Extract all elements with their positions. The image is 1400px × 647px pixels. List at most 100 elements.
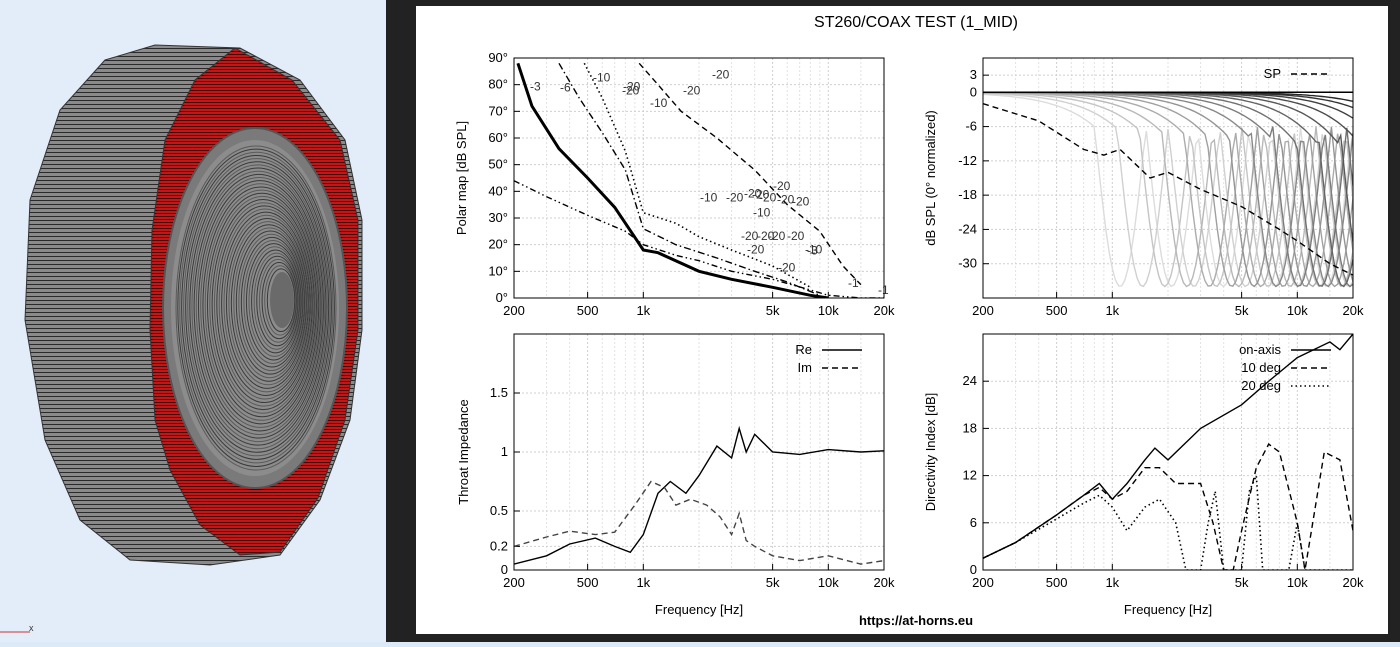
- horn-ring: [213, 202, 314, 407]
- plot-frame: [982, 333, 1354, 571]
- x-tick-label: 10k: [818, 575, 839, 590]
- series-line-Re: [514, 425, 884, 565]
- x-tick-label: 1k: [1105, 575, 1119, 590]
- contour-label: -20: [773, 179, 791, 193]
- horn-ring: [245, 243, 302, 361]
- y-tick-label: 50°: [488, 157, 508, 172]
- horn-throat-rings: [175, 145, 337, 471]
- y-tick-label: 1: [501, 444, 508, 459]
- contour-label: -1: [848, 276, 859, 290]
- horn-ring: [206, 192, 317, 418]
- y-tick-label: 0°: [496, 290, 508, 305]
- y-tick-label: 20°: [488, 237, 508, 252]
- horn-ring: [238, 233, 305, 372]
- x-tick-label: 20k: [1343, 575, 1364, 590]
- series-line-Im: [514, 480, 884, 565]
- contour-label: -6: [560, 81, 571, 95]
- y-tick-label: -18: [958, 187, 977, 202]
- contour-label: -1: [878, 283, 889, 297]
- y-tick-label: -30: [958, 256, 977, 271]
- horn-ring: [200, 183, 321, 428]
- y-tick-label: 24: [963, 373, 977, 388]
- y-tick-label: 0.5: [490, 503, 508, 518]
- horn-ring: [230, 224, 307, 382]
- contour-label: -20: [777, 192, 795, 206]
- horn-ring: [195, 177, 323, 435]
- horn-ring: [240, 236, 304, 368]
- y-tick-label: -24: [958, 221, 977, 236]
- x-tick-label: 20k: [874, 303, 895, 318]
- horn-ring: [209, 195, 316, 414]
- x-tick-label: 200: [503, 575, 525, 590]
- polar-response-curve: [983, 92, 1353, 288]
- y-axis-label: Polar map [dB SPL]: [454, 121, 469, 235]
- 3d-viewport[interactable]: x: [0, 0, 386, 642]
- x-tick-label: 1k: [1105, 303, 1119, 318]
- contour-label: -20: [744, 186, 762, 200]
- x-tick-label: 20k: [1343, 303, 1364, 318]
- contour-label: -20: [787, 229, 805, 243]
- normalized-spl-chart: 200 500 1k 5k 10k 20k 3 0 -6 -12 -18 -24 -30 dB SPL (…: [923, 57, 1364, 318]
- horn-ring: [185, 161, 330, 453]
- x-tick-label: 10k: [1287, 303, 1308, 318]
- contour-label: -20: [757, 229, 775, 243]
- x-tick-label: 200: [972, 575, 994, 590]
- polar-response-curve: [983, 92, 1353, 288]
- contour-label: -20: [726, 190, 744, 204]
- y-tick-label: 6: [970, 515, 977, 530]
- contour-label: -20: [752, 187, 770, 201]
- y-tick-label: 30°: [488, 210, 508, 225]
- horn-ring: [233, 227, 306, 379]
- contour-label: -10: [805, 242, 823, 256]
- horn-ring: [191, 170, 326, 443]
- polar-map-chart: 200 500 1k 5k 10k 20k 0° 10° 20° 30° 40° 50° 60° 70° 8…: [454, 50, 895, 318]
- plot-frame: [982, 57, 1354, 299]
- x-tick-label: 5k: [1235, 303, 1249, 318]
- chart-title: ST260/COAX TEST (1_MID): [814, 14, 1018, 31]
- splitter[interactable]: [386, 0, 416, 642]
- y-tick-label: 70°: [488, 103, 508, 118]
- throat-impedance-chart: 200 500 1k 5k 10k 20k 0 0.2 0.5 1 1.5 Throat Impeda…: [456, 333, 895, 617]
- horn-ring: [248, 246, 301, 357]
- horn-ring: [189, 167, 327, 446]
- axis-x-label: x: [29, 623, 34, 633]
- horn-ring: [177, 148, 335, 467]
- x-tick-label: 200: [503, 303, 525, 318]
- horn-ring: [221, 211, 311, 396]
- horn-ring: [202, 186, 320, 425]
- plot-frame: [513, 57, 885, 299]
- horn-ring: [193, 173, 324, 439]
- contour-label: -10: [650, 96, 668, 110]
- contour-label: -20: [747, 242, 765, 256]
- legend-label: SP: [1264, 66, 1281, 81]
- plot-canvas: ST260/COAX TEST (1_MID) https://at-horns…: [454, 14, 1364, 628]
- horn-ring: [264, 265, 296, 336]
- x-tick-label: 1k: [636, 575, 650, 590]
- series-line-on-axis: [983, 334, 1353, 559]
- horn-ring: [223, 214, 310, 393]
- y-tick-label: 12: [963, 468, 977, 483]
- contour-label: -10: [593, 70, 611, 84]
- y-axis-label: Throat Impedance: [456, 399, 471, 505]
- x-tick-label: 1k: [636, 303, 650, 318]
- series-line-20-deg: [983, 475, 1353, 570]
- x-tick-label: 5k: [1235, 575, 1249, 590]
- x-tick-label: 500: [1046, 575, 1068, 590]
- legend-label: Im: [798, 360, 812, 375]
- series-line-level-6: [558, 62, 821, 296]
- horn-ring: [225, 217, 309, 389]
- plot-sheet: ST260/COAX TEST (1_MID) https://at-horns…: [416, 6, 1388, 634]
- contour-label: -20: [741, 229, 759, 243]
- series-line-level-1: [514, 180, 884, 298]
- y-tick-label: 10°: [488, 263, 508, 278]
- y-tick-label: -6: [965, 119, 977, 134]
- horn-ring: [197, 180, 322, 432]
- x-tick-label: 10k: [818, 303, 839, 318]
- polar-response-curve: [983, 92, 1353, 288]
- y-tick-label: 40°: [488, 183, 508, 198]
- y-tick-label: 1.5: [490, 385, 508, 400]
- x-tick-label: 500: [577, 575, 599, 590]
- horn-ring: [179, 151, 334, 464]
- legend-label: on-axis: [1239, 342, 1281, 357]
- x-tick-label: 500: [577, 303, 599, 318]
